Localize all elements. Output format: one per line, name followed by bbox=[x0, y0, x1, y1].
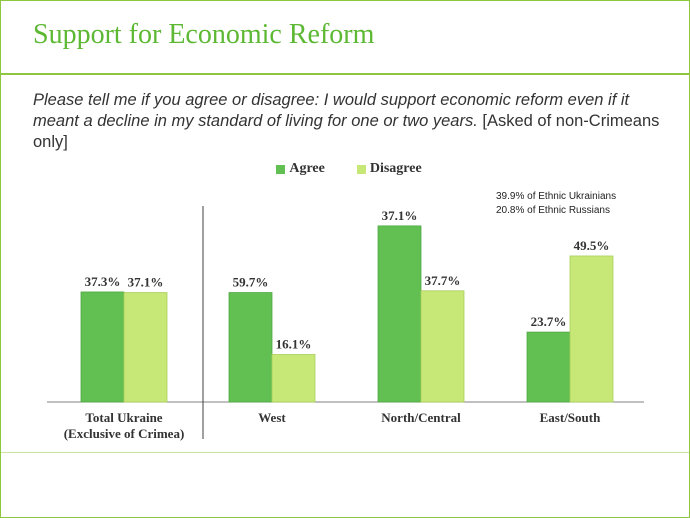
question-note: [Asked of non-Crimeans only] bbox=[33, 112, 660, 151]
bar-disagree-1 bbox=[271, 354, 316, 403]
bar-disagree-0 bbox=[123, 292, 168, 403]
legend-swatch-agree bbox=[276, 164, 286, 174]
legend-label-disagree: Disagree bbox=[369, 161, 422, 176]
category-label-3-0: East/South bbox=[540, 410, 601, 425]
category-label-0-0: Total Ukraine bbox=[85, 410, 162, 425]
data-label-disagree-1: 16.1% bbox=[276, 337, 312, 352]
bar-disagree-3 bbox=[569, 255, 614, 403]
legend-item-agree: Agree bbox=[276, 159, 325, 179]
title-divider bbox=[1, 73, 689, 75]
ethnic-annotation: 39.9% of Ethnic Ukrainians 20.8% of Ethn… bbox=[496, 190, 616, 218]
data-label-disagree-3: 49.5% bbox=[574, 238, 610, 253]
data-label-agree-0: 37.3% bbox=[85, 274, 121, 289]
category-label-0-1: (Exclusive of Crimea) bbox=[64, 426, 185, 441]
data-label-agree-2: 37.1% bbox=[382, 208, 418, 223]
data-label-disagree-2: 37.7% bbox=[425, 273, 461, 288]
data-label-agree-1: 59.7% bbox=[233, 275, 269, 290]
slide-title: Support for Economic Reform bbox=[33, 19, 375, 50]
bar-agree-0 bbox=[80, 291, 125, 403]
annotation-line-russians: 20.8% of Ethnic Russians bbox=[496, 205, 610, 216]
legend-item-disagree: Disagree bbox=[356, 159, 422, 179]
survey-question: Please tell me if you agree or disagree:… bbox=[33, 90, 673, 153]
bar-agree-2 bbox=[377, 225, 422, 403]
question-text: Please tell me if you agree or disagree:… bbox=[33, 91, 630, 130]
bar-agree-3 bbox=[526, 331, 571, 403]
annotation-line-ukrainians: 39.9% of Ethnic Ukrainians bbox=[496, 191, 617, 202]
data-label-disagree-0: 37.1% bbox=[128, 275, 164, 290]
legend-label-agree: Agree bbox=[289, 161, 325, 176]
data-label-agree-3: 23.7% bbox=[531, 314, 567, 329]
bar-disagree-2 bbox=[420, 290, 465, 403]
category-label-1-0: West bbox=[258, 410, 286, 425]
category-label-2-0: North/Central bbox=[381, 410, 461, 425]
chart-legend: Agree Disagree bbox=[1, 159, 689, 179]
legend-swatch-disagree bbox=[356, 164, 366, 174]
footer-divider bbox=[1, 452, 689, 453]
bar-agree-1 bbox=[228, 292, 273, 403]
